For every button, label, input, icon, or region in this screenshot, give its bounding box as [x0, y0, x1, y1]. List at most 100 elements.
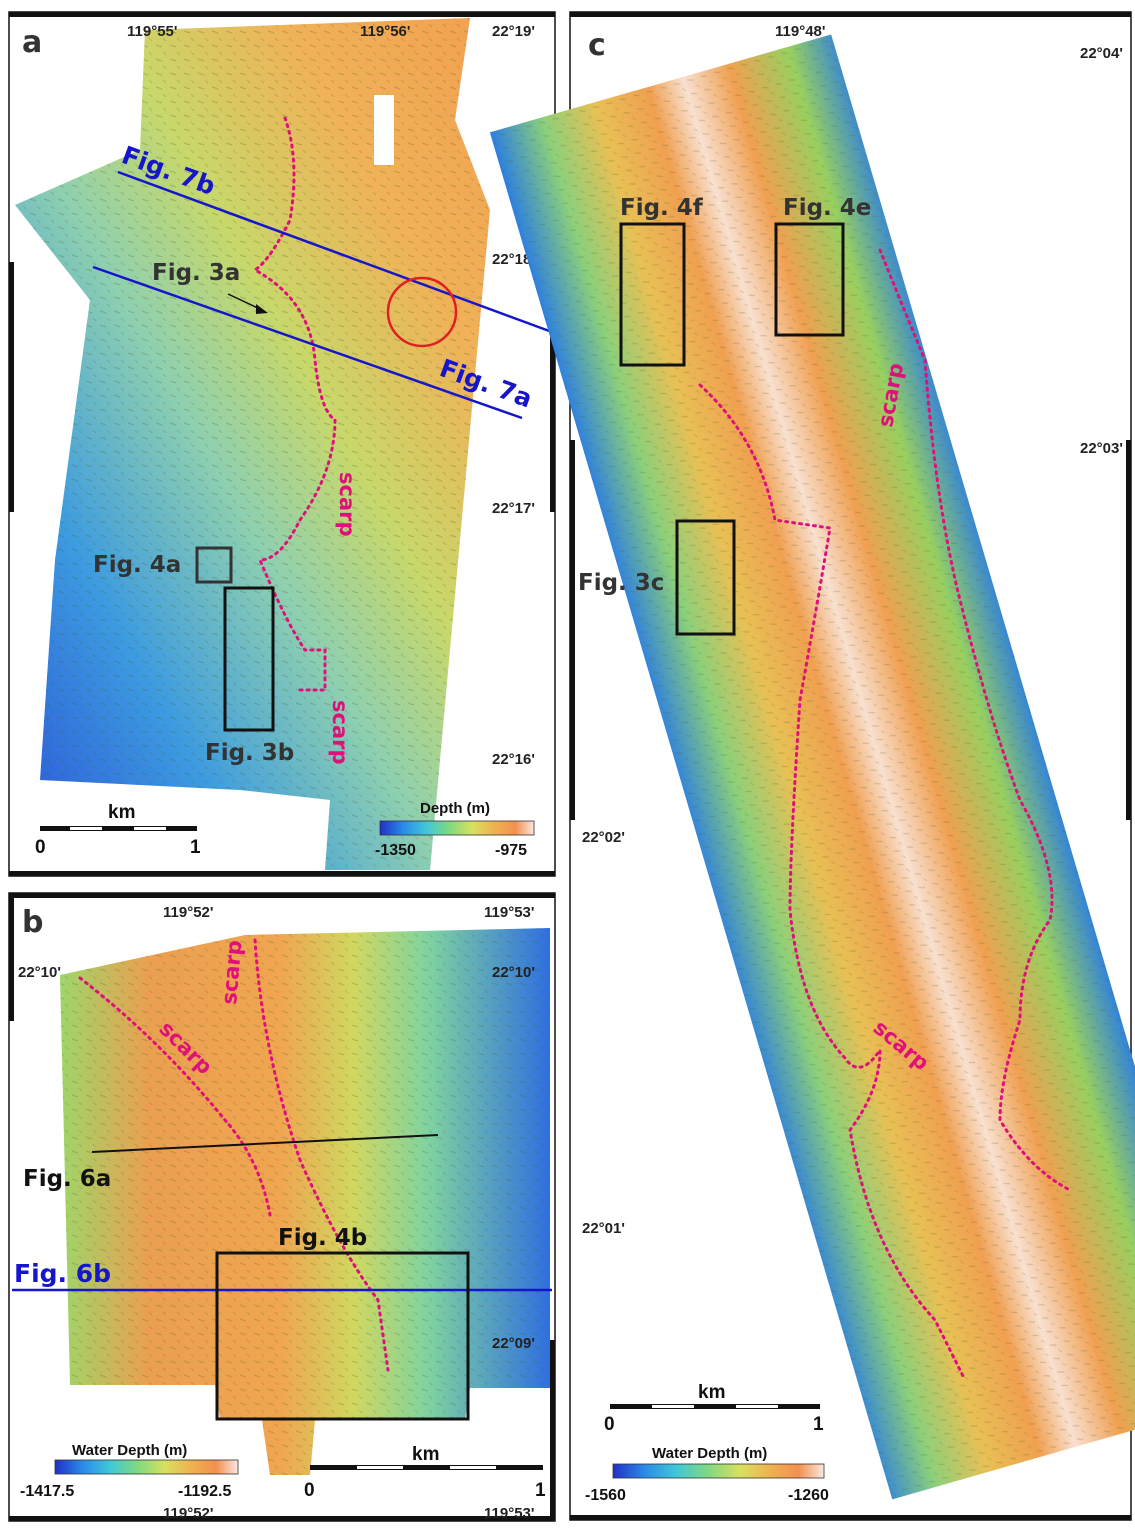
panel-c-letter: c: [588, 28, 606, 63]
panel-a-scarp-label: scarp: [328, 700, 352, 765]
panel-c-fig4e-label: Fig. 4e: [783, 195, 871, 221]
panel-b-scale-end: 1: [535, 1480, 546, 1501]
panel-a-red-circle: [386, 276, 458, 348]
panel-a-fig3b-label: Fig. 3b: [205, 740, 294, 766]
panel-b-scale-segment: [450, 1466, 496, 1469]
panel-a-scarp-label: scarp: [335, 472, 359, 537]
panel-a-profile-7b-line: [117, 170, 553, 334]
panel-a-frame-bottom-bar: [9, 871, 555, 876]
panel-c-frame-top-bar: [570, 12, 1131, 17]
panel-a-lat-label: 22°19': [492, 23, 535, 40]
panel-b-lon-label: 119°52': [163, 904, 213, 921]
panel-a-lon-label: 119°55': [127, 23, 177, 40]
panel-c-frame-bottom-bar: [570, 1515, 1131, 1520]
panel-c-lat-label: 22°02': [582, 829, 625, 846]
panel-c-scale-end: 1: [813, 1414, 824, 1435]
panel-b-legend-title: Water Depth (m): [72, 1442, 187, 1459]
panel-a-legend-title: Depth (m): [420, 800, 490, 817]
panel-a-fig3b-box: [223, 586, 275, 732]
panel-a-scale-start: 0: [35, 837, 46, 858]
panel-b-fig6b-label: Fig. 6b: [14, 1259, 111, 1288]
panel-b-lon-label-bottom: 119°52': [163, 1505, 213, 1522]
panel-a-scarp-line: [252, 116, 337, 692]
panel-a-colorbar: [379, 820, 535, 836]
panel-c-scale-unit: km: [698, 1382, 725, 1403]
panel-a-scale-unit: km: [108, 802, 135, 823]
panel-c-legend-max: -1260: [788, 1487, 829, 1504]
panel-c-legend-title: Water Depth (m): [652, 1445, 767, 1462]
panel-a-lon-label: 119°56': [360, 23, 410, 40]
panel-b-frame-right-bar: [550, 1340, 555, 1520]
panel-b-profile-6a-line: [91, 1134, 439, 1153]
panel-c-scale-bar: [610, 1404, 820, 1409]
panel-a-fig4a-label: Fig. 4a: [93, 552, 181, 578]
panel-b-scarp-label: scarp: [217, 939, 247, 1005]
panel-c: c 119°48' 22°04' 22°03' 22°02' 22°01' Fi…: [489, 11, 1135, 1521]
panel-a-profile-7a-line: [92, 265, 523, 420]
panel-a-frame-top-bar: [9, 12, 555, 17]
panel-b-lon-label: 119°53': [484, 904, 534, 921]
panel-c-lat-label: 22°04': [1080, 45, 1123, 62]
panel-b-lat-label: 22°10': [492, 964, 535, 981]
panel-c-lat-label: 22°01': [582, 1220, 625, 1237]
panel-c-scarp-line: [698, 383, 967, 1382]
panel-a-fig3a-label: Fig. 3a: [152, 260, 240, 286]
panel-c-frame-left-bar: [570, 440, 575, 820]
panel-b-frame-bottom-bar: [9, 1516, 555, 1521]
panel-c-fig4e-box: [774, 222, 845, 337]
panel-b: b 119°52' 119°53' 119°52' 119°53' 22°10'…: [8, 892, 556, 1522]
panel-b-scarp-line: [78, 976, 272, 1217]
panel-c-lon-label: 119°48': [775, 23, 825, 40]
panel-a-fig3a-arrowhead: [256, 304, 268, 314]
panel-c-fig4f-label: Fig. 4f: [620, 195, 704, 221]
panel-c-colorbar: [612, 1463, 825, 1479]
panel-c-lat-label: 22°03': [1080, 440, 1123, 457]
panel-b-frame-top-bar: [9, 893, 555, 898]
panel-b-scale-unit: km: [412, 1444, 439, 1465]
panel-a-letter: a: [22, 25, 42, 60]
panel-c-scarp-line: [878, 248, 1072, 1192]
panel-b-letter: b: [22, 905, 43, 940]
panel-c-fig3c-label: Fig. 3c: [578, 570, 664, 596]
panel-c-scale-segment: [736, 1405, 778, 1408]
panel-b-lat-label: 22°10': [18, 964, 61, 981]
panel-c-scale-start: 0: [604, 1414, 615, 1435]
panel-b-scarp-line: [253, 938, 390, 1372]
panel-a: a 119°55' 119°56' 22°19' 22°18' 22°17' 2…: [8, 11, 556, 877]
panel-a-scale-bar: [40, 826, 197, 831]
panel-c-seafloor-texture: [489, 34, 1135, 1500]
panel-a-lat-label: 22°17': [492, 500, 535, 517]
panel-a-lat-label: 22°16': [492, 751, 535, 768]
panel-b-scale-start: 0: [304, 1480, 315, 1501]
panel-b-colorbar: [54, 1459, 239, 1475]
panel-c-fig3c-box: [675, 519, 736, 636]
panel-a-frame-right-bar: [550, 262, 555, 512]
panel-a-data-gap: [374, 95, 394, 165]
panel-c-legend-min: -1560: [585, 1487, 626, 1504]
panel-b-fig4b-box: [215, 1251, 470, 1421]
panel-b-legend-min: -1417.5: [20, 1483, 74, 1500]
panel-b-frame-left-bar: [9, 893, 14, 1021]
panel-c-scale-segment: [652, 1405, 694, 1408]
panel-a-legend-min: -1350: [375, 842, 416, 859]
panel-a-legend-max: -975: [495, 842, 527, 859]
panel-b-fig4b-label: Fig. 4b: [278, 1225, 367, 1251]
panel-a-fig4a-box: [195, 546, 233, 584]
panel-a-seafloor-texture: [15, 18, 490, 870]
panel-c-fig4f-box: [619, 222, 686, 367]
panel-b-fig6a-label: Fig. 6a: [23, 1166, 111, 1192]
panel-b-scale-segment: [357, 1466, 403, 1469]
panel-c-swath: [489, 34, 1135, 1500]
panel-a-scale-segment: [70, 827, 102, 830]
panel-b-scale-bar: [310, 1465, 543, 1470]
panel-c-frame-right-bar: [1126, 440, 1131, 820]
panel-b-lon-label-bottom: 119°53': [484, 1505, 534, 1522]
panel-b-lat-label: 22°09': [492, 1335, 535, 1352]
panel-a-scale-segment: [134, 827, 166, 830]
panel-a-lat-label: 22°18': [492, 251, 535, 268]
panel-b-seafloor-texture: [60, 928, 550, 1475]
panel-b-legend-max: -1192.5: [178, 1483, 231, 1500]
panel-a-scale-end: 1: [190, 837, 201, 858]
panel-a-frame-left-bar: [9, 262, 14, 512]
